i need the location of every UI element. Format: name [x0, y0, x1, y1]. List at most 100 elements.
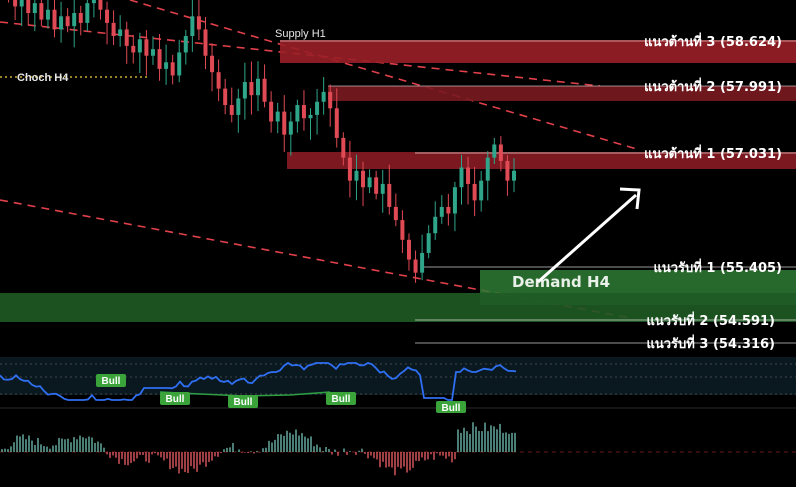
bull-signal-4: Bull	[326, 392, 356, 405]
candle-body	[183, 36, 188, 53]
bull-signal-5: Bull	[436, 401, 466, 414]
candle-body	[275, 111, 280, 122]
candle-body	[137, 39, 142, 53]
candle-body	[196, 16, 201, 30]
candle-body	[262, 78, 267, 102]
candle-body	[512, 170, 516, 181]
support-1-label: แนวรับที่ 1 (55.405)	[653, 258, 782, 276]
candle-body	[98, 0, 103, 10]
candle-body	[367, 177, 372, 188]
svg-text:Bull: Bull	[102, 376, 121, 387]
candle-body	[295, 105, 300, 122]
candle-body	[301, 105, 306, 119]
candle-body	[479, 180, 484, 201]
candle-body	[426, 233, 431, 253]
oscillator-line	[0, 361, 517, 401]
supply-zone-1[interactable]	[287, 152, 796, 169]
candle-body	[393, 206, 398, 221]
candle-body	[144, 39, 149, 56]
candle-body	[118, 29, 123, 37]
candle-body	[170, 62, 175, 76]
candle-body	[505, 160, 510, 181]
candle-body	[236, 98, 241, 115]
candle-body	[216, 72, 221, 89]
candle-body	[124, 29, 129, 46]
candle-body	[321, 91, 326, 102]
support-2-label: แนวรับที่ 2 (54.591)	[646, 311, 775, 329]
price-candles	[8, 0, 516, 283]
candle-body	[361, 170, 366, 188]
candle-body	[446, 206, 451, 214]
candle-body	[288, 121, 293, 135]
candle-body	[406, 239, 411, 260]
supply-zone-h1[interactable]	[280, 40, 796, 63]
demand-zone-lower[interactable]	[0, 293, 796, 322]
candle-body	[72, 13, 77, 27]
candle-body	[157, 49, 162, 69]
candle-body	[26, 0, 31, 14]
candle-body	[164, 62, 169, 69]
candle-body	[223, 88, 228, 106]
candle-body	[269, 101, 274, 122]
candle-body	[400, 220, 405, 240]
bull-signal-3: Bull	[228, 395, 258, 408]
candle-body	[433, 216, 438, 234]
resistance-1-label: แนวต้านที่ 1 (57.031)	[644, 144, 782, 162]
candle-body	[111, 22, 116, 37]
resistance-3-label: แนวต้านที่ 3 (58.624)	[644, 32, 782, 50]
candle-body	[52, 9, 57, 30]
candle-body	[485, 157, 490, 181]
candle-body	[492, 144, 497, 158]
trendline-upper[interactable]	[129, 0, 641, 151]
candle-body	[131, 45, 136, 53]
demand-zone-label: Demand H4	[512, 273, 610, 291]
candle-body	[374, 177, 379, 194]
candle-body	[282, 111, 287, 135]
candle-body	[315, 101, 320, 115]
candle-body	[498, 144, 503, 161]
candle-body	[249, 82, 254, 96]
svg-text:Bull: Bull	[166, 394, 185, 405]
candle-body	[39, 3, 44, 20]
candle-body	[32, 3, 37, 14]
candle-body	[85, 3, 90, 23]
candle-body	[466, 167, 471, 184]
supply-zone-label: Supply H1	[275, 28, 326, 40]
candle-body	[150, 49, 155, 56]
candle-body	[354, 170, 359, 181]
bull-signal-2: Bull	[160, 392, 190, 405]
choch-label: Choch H4	[17, 72, 69, 84]
candle-body	[105, 9, 110, 23]
bull-signal-1: Bull	[96, 374, 126, 387]
candle-body	[229, 105, 234, 115]
candle-body	[334, 108, 339, 138]
candle-body	[242, 82, 247, 99]
candle-body	[413, 259, 418, 273]
candle-body	[210, 55, 215, 73]
candle-body	[256, 78, 260, 96]
supply-zone-2[interactable]	[328, 86, 796, 101]
candle-body	[341, 137, 346, 158]
candle-body	[19, 0, 24, 7]
candle-body	[420, 252, 425, 273]
svg-text:Bull: Bull	[442, 403, 461, 414]
candle-body	[78, 13, 83, 23]
candle-body	[45, 9, 50, 20]
candle-body	[347, 157, 352, 181]
candle-body	[190, 16, 195, 37]
candle-body	[459, 167, 464, 188]
candle-body	[203, 29, 208, 56]
candle-body	[439, 206, 444, 217]
resistance-2-label: แนวต้านที่ 2 (57.991)	[644, 77, 782, 95]
svg-text:Bull: Bull	[234, 397, 253, 408]
candle-body	[308, 114, 313, 119]
candle-body	[177, 52, 182, 76]
projection-arrow[interactable]	[537, 187, 641, 284]
support-3-label: แนวรับที่ 3 (54.316)	[646, 334, 775, 352]
candle-body	[91, 0, 96, 4]
candle-body	[472, 183, 477, 201]
candle-body	[387, 183, 392, 207]
histogram	[1, 422, 516, 476]
